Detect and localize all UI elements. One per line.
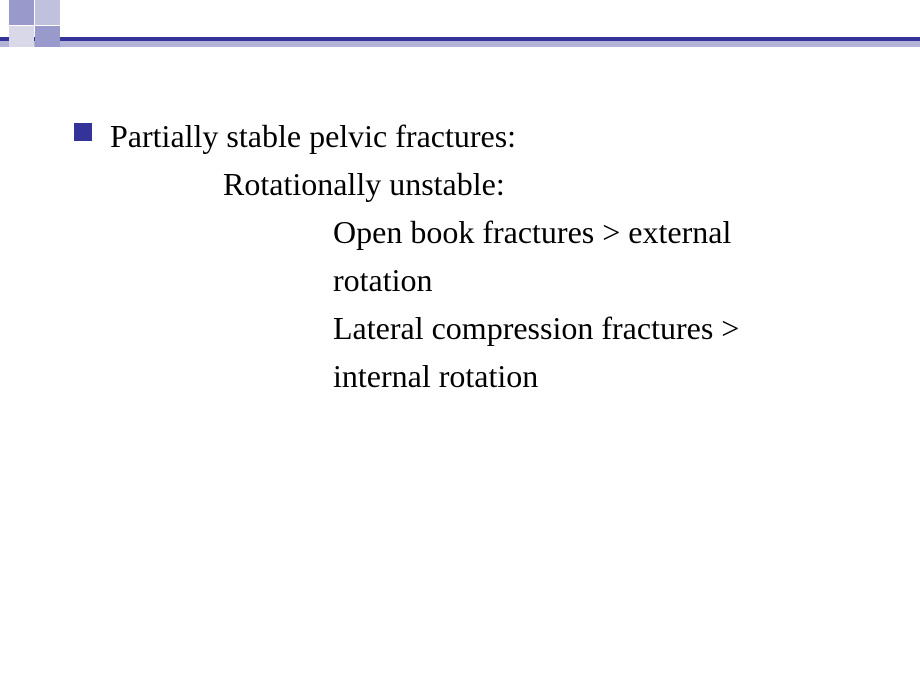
header-decoration: [0, 0, 920, 48]
header-bar-light: [0, 41, 920, 47]
bullet-row: Partially stable pelvic fractures:: [74, 112, 874, 160]
line-3b: rotation: [333, 256, 863, 304]
square-bullet-icon: [74, 123, 92, 141]
line-3a: Open book fractures > external: [333, 208, 863, 256]
slide-body: Partially stable pelvic fractures: Rotat…: [74, 112, 874, 400]
line-2: Rotationally unstable:: [223, 160, 874, 208]
line-4b: internal rotation: [333, 352, 863, 400]
header-square-3: [35, 26, 60, 47]
header-square-1: [35, 0, 60, 25]
line-1: Partially stable pelvic fractures:: [110, 112, 516, 160]
header-square-2: [9, 26, 34, 47]
header-square-0: [9, 0, 34, 25]
line-4a: Lateral compression fractures >: [333, 304, 863, 352]
